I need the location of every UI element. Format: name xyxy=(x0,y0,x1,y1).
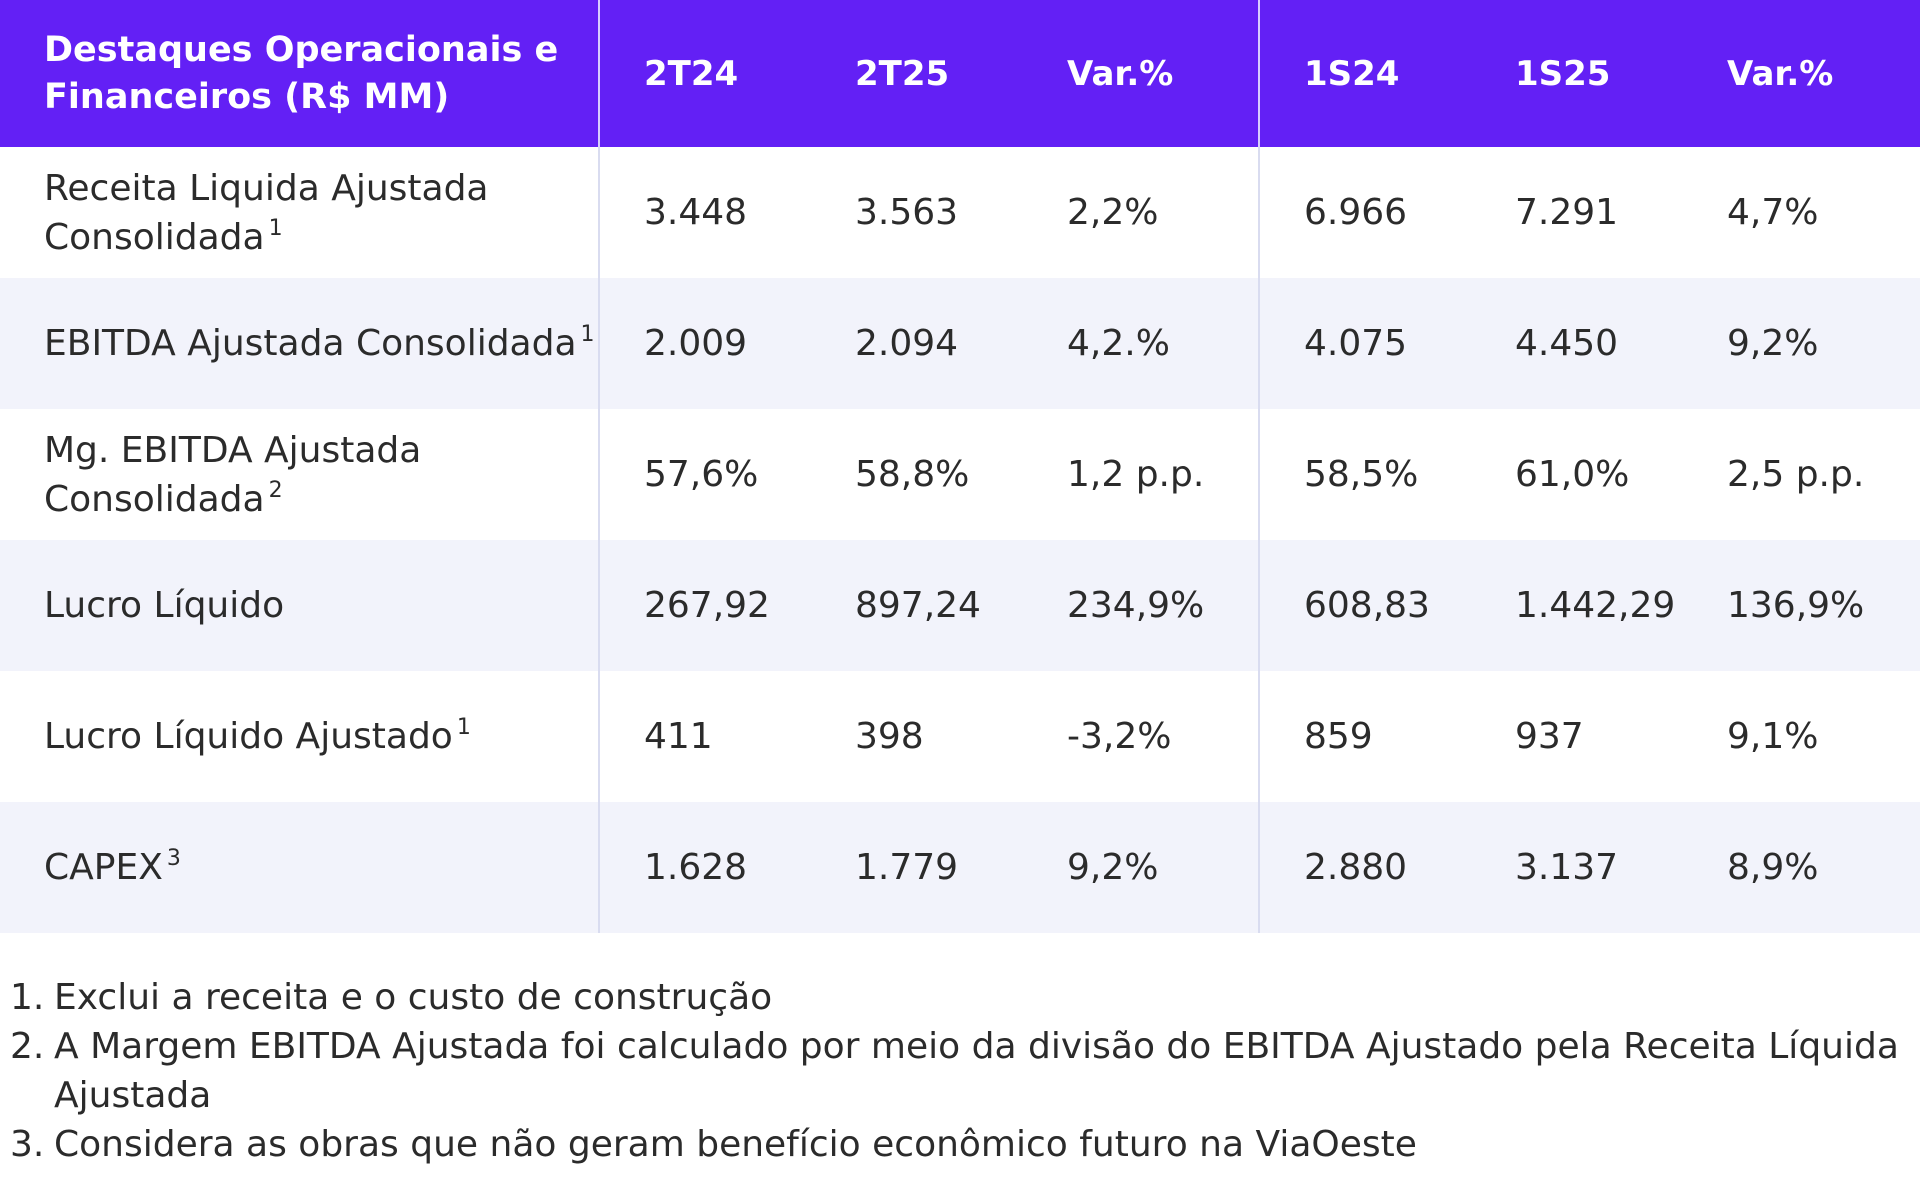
table-cell: 8,9% xyxy=(1727,847,1819,888)
table-cell: 3.448 xyxy=(644,192,748,233)
footnote-number: 3. xyxy=(10,1124,45,1165)
table-cell: 4,7% xyxy=(1727,192,1819,233)
footnote-text: Considera as obras que não geram benefíc… xyxy=(54,1124,1417,1165)
row-label: EBITDA Ajustada Consolidada 1 xyxy=(0,278,600,409)
table-cell: 2,5 p.p. xyxy=(1727,454,1865,495)
table-row: EBITDA Ajustada Consolidada 1 2.009 2.094… xyxy=(0,278,1920,409)
row-label: Mg. EBITDA Ajustada Consolidada 2 xyxy=(0,409,600,540)
table-cell: 398 xyxy=(855,716,924,757)
table-row: Lucro Líquido Ajustado 1 411 398 -3,2% 85… xyxy=(0,671,1920,802)
table-cell: 234,9% xyxy=(1023,540,1260,671)
footnote-ref: 3 xyxy=(166,846,181,871)
table-cell: 2.094 xyxy=(855,323,959,364)
table-cell: 3.137 xyxy=(1515,847,1619,888)
header-col-1s25: 1S25 xyxy=(1515,53,1611,94)
table-row: Lucro Líquido 267,92 897,24 234,9% 608,8… xyxy=(0,540,1920,671)
table-cell: 4.075 xyxy=(1304,323,1408,364)
footnote-number: 1. xyxy=(10,977,45,1018)
table-cell: 58,8% xyxy=(855,454,970,495)
table-cell: 61,0% xyxy=(1515,454,1630,495)
table-cell: 4,2.% xyxy=(1023,278,1260,409)
footnote-item: 2. A Margem EBITDA Ajustada foi calculad… xyxy=(10,1022,1900,1120)
table-cell: -3,2% xyxy=(1023,671,1260,802)
table-cell: 4.450 xyxy=(1515,323,1619,364)
table-cell: 6.966 xyxy=(1304,192,1408,233)
table-cell: 411 xyxy=(644,716,713,757)
table-cell: 2,2% xyxy=(1023,147,1260,278)
table-cell: 859 xyxy=(1304,716,1373,757)
highlights-table: Destaques Operacionais e Financeiros (R$… xyxy=(0,0,1920,933)
table-cell: 9,2% xyxy=(1727,323,1819,364)
table-row: Mg. EBITDA Ajustada Consolidada 2 57,6% 5… xyxy=(0,409,1920,540)
table-row: Receita Liquida Ajustada Consolidada 1 3.… xyxy=(0,147,1920,278)
footnote-text: Exclui a receita e o custo de construção xyxy=(54,977,773,1018)
table-cell: 2.880 xyxy=(1304,847,1408,888)
table-cell: 9,2% xyxy=(1023,802,1260,933)
row-label: Lucro Líquido Ajustado 1 xyxy=(0,671,600,802)
row-label: Lucro Líquido xyxy=(0,540,600,671)
header-col-var-semester: Var.% xyxy=(1727,53,1834,94)
table-cell: 937 xyxy=(1515,716,1584,757)
table-row: CAPEX 3 1.628 1.779 9,2% 2.880 3.137 8,9% xyxy=(0,802,1920,933)
header-col-var-quarter: Var.% xyxy=(1023,0,1260,147)
footnote-item: 1. Exclui a receita e o custo de constru… xyxy=(10,973,1900,1022)
table-cell: 1.628 xyxy=(644,847,748,888)
header-col-1s24: 1S24 xyxy=(1304,53,1400,94)
footnote-item: 3. Considera as obras que não geram bene… xyxy=(10,1120,1900,1169)
header-label: Destaques Operacionais e Financeiros (R$… xyxy=(0,0,600,147)
table-cell: 7.291 xyxy=(1515,192,1619,233)
table-cell: 57,6% xyxy=(644,454,759,495)
footnote-ref: 1 xyxy=(268,215,283,241)
table-cell: 1,2 p.p. xyxy=(1023,409,1260,540)
table-cell: 2.009 xyxy=(644,323,748,364)
header-col-2t24: 2T24 xyxy=(644,53,739,94)
header-col-2t25: 2T25 xyxy=(855,53,950,94)
table-cell: 897,24 xyxy=(855,585,981,626)
table-cell: 9,1% xyxy=(1727,716,1819,757)
footnotes: 1. Exclui a receita e o custo de constru… xyxy=(10,973,1900,1169)
table-cell: 3.563 xyxy=(855,192,959,233)
footnote-ref: 1 xyxy=(580,322,595,347)
footnote-ref: 1 xyxy=(456,715,471,740)
table-cell: 1.779 xyxy=(855,847,959,888)
table-cell: 58,5% xyxy=(1304,454,1419,495)
table-cell: 267,92 xyxy=(644,585,770,626)
footnote-number: 2. xyxy=(10,1026,45,1067)
table-cell: 136,9% xyxy=(1727,585,1865,626)
row-label: CAPEX 3 xyxy=(0,802,600,933)
table-cell: 608,83 xyxy=(1304,585,1430,626)
row-label: Receita Liquida Ajustada Consolidada 1 xyxy=(0,147,600,278)
table-header-row: Destaques Operacionais e Financeiros (R$… xyxy=(0,0,1920,147)
table-cell: 1.442,29 xyxy=(1515,585,1676,626)
footnote-text: A Margem EBITDA Ajustada foi calculado p… xyxy=(54,1026,1899,1116)
footnote-ref: 2 xyxy=(268,477,283,503)
